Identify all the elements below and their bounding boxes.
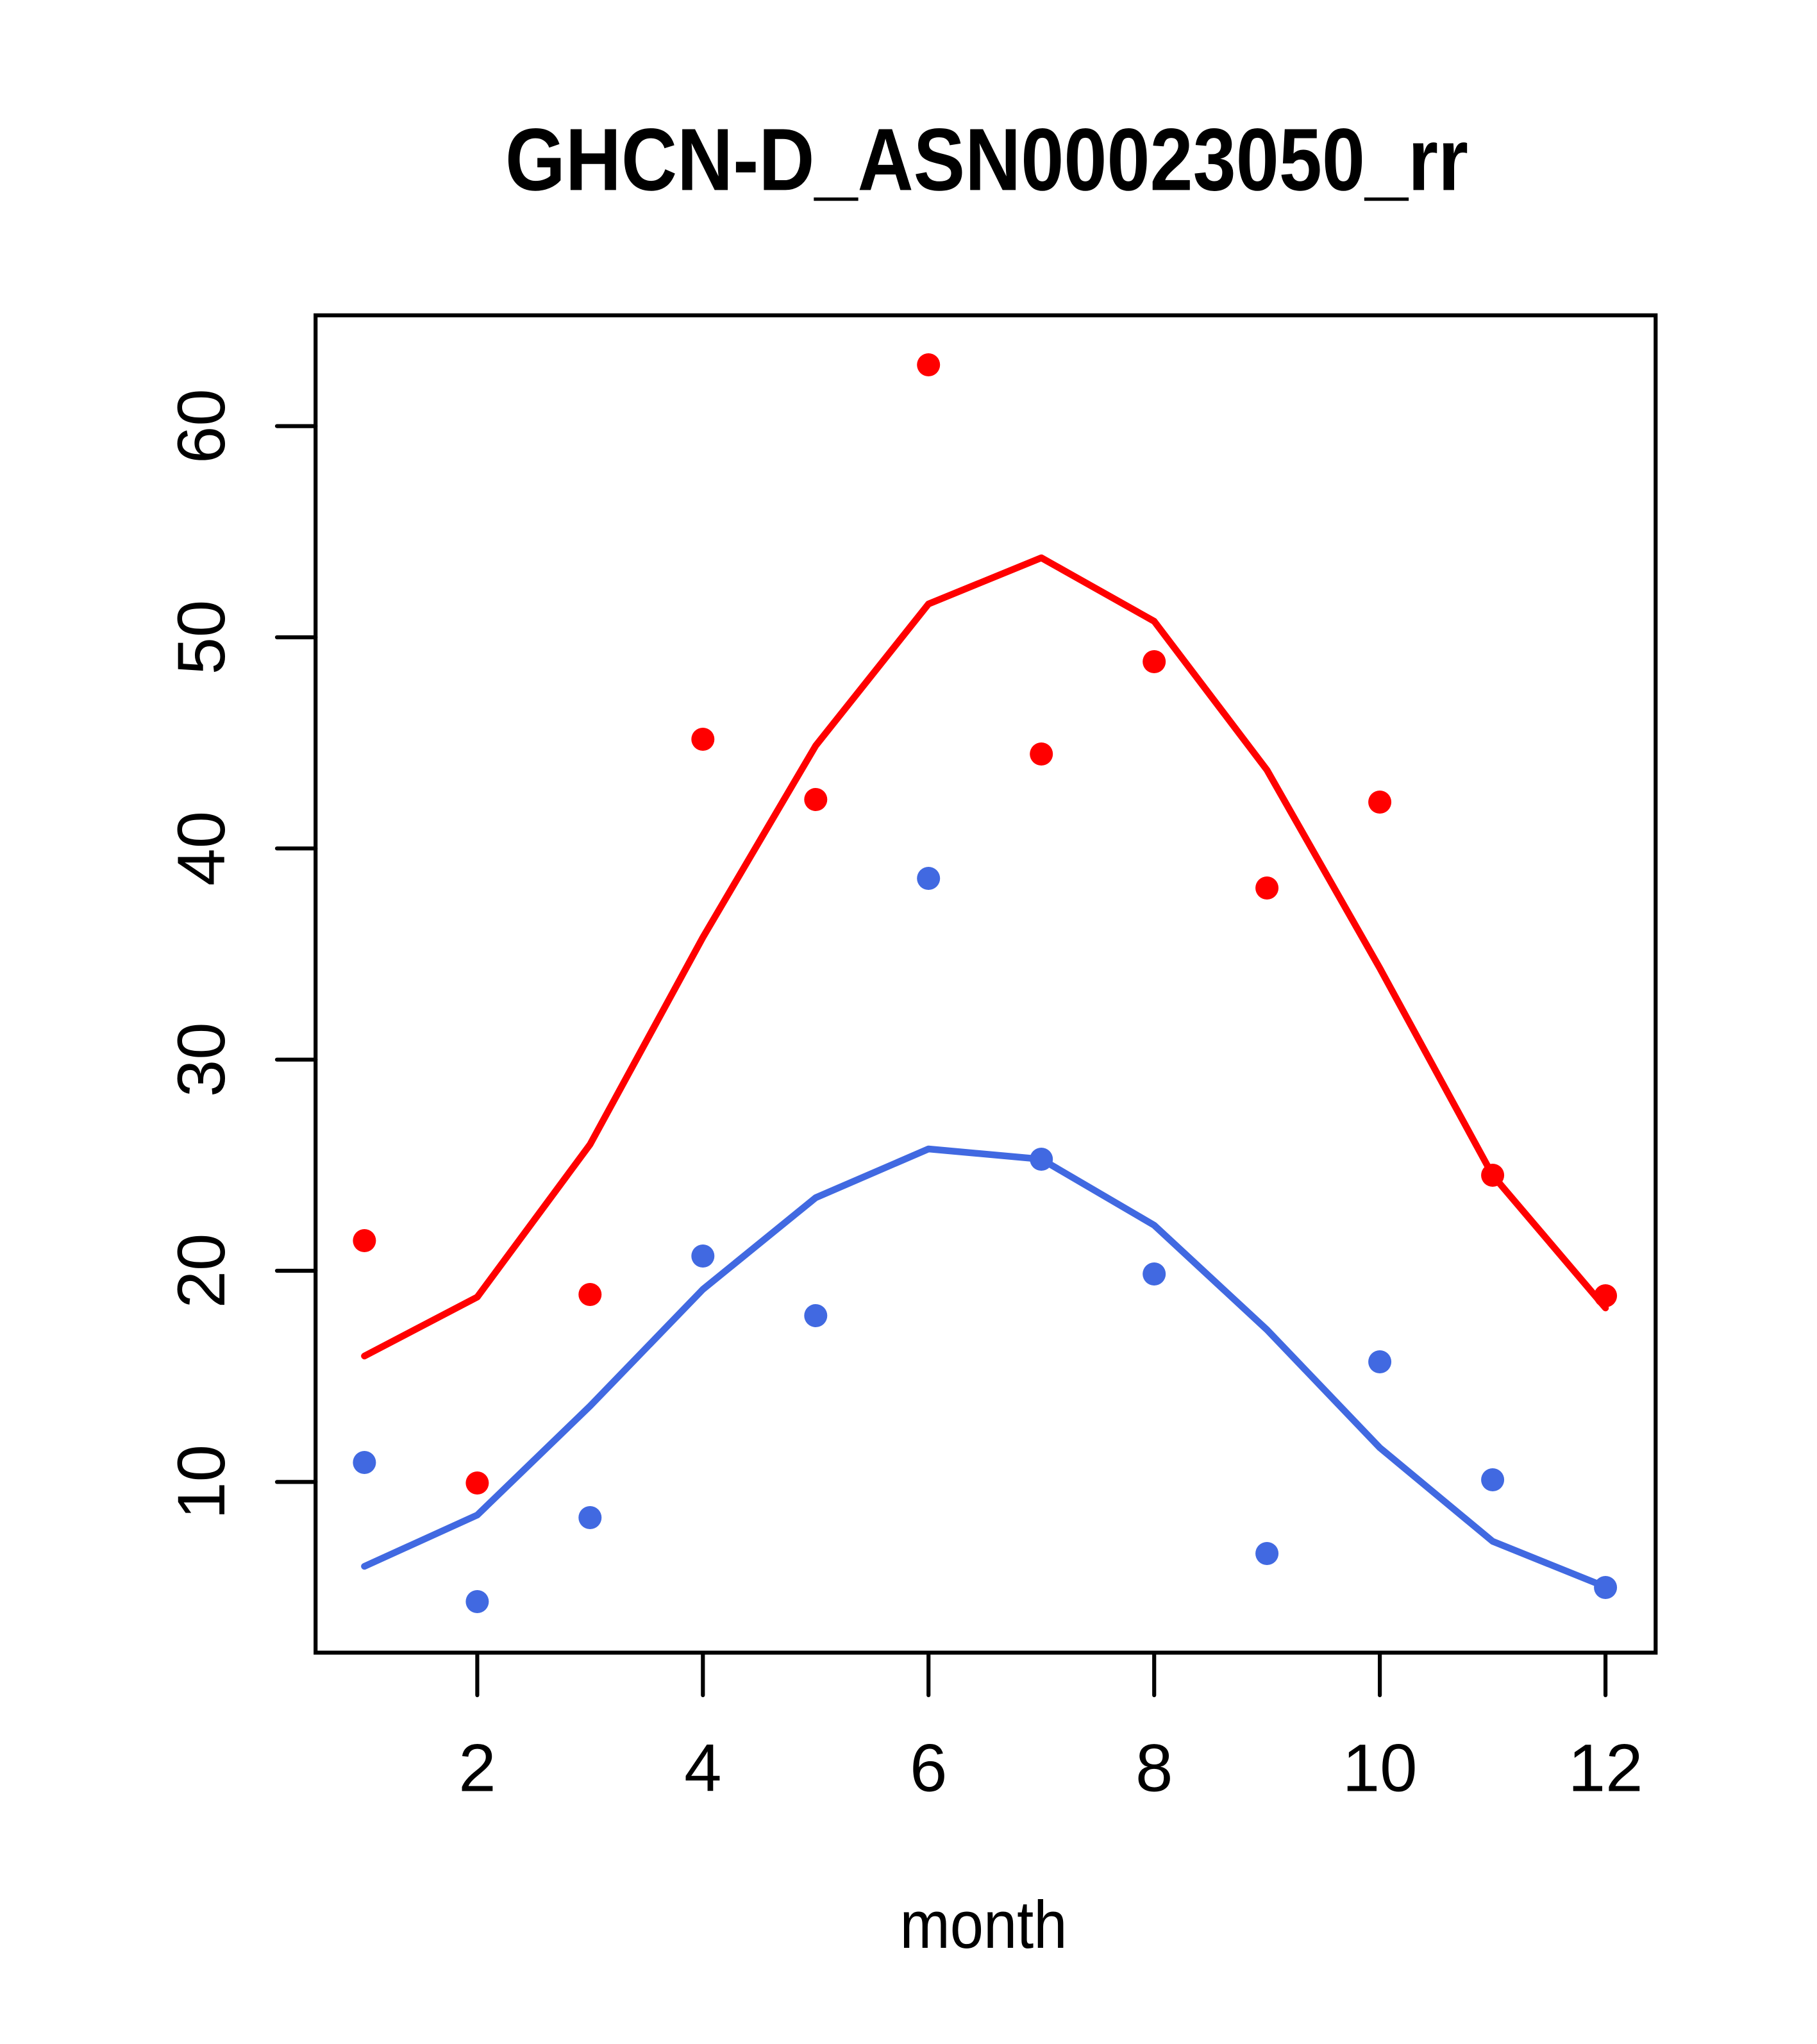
svg-text:60: 60 [164, 389, 239, 464]
svg-text:month: month [900, 1888, 1068, 1963]
svg-text:10: 10 [164, 1445, 239, 1520]
svg-text:12: 12 [1568, 1731, 1643, 1806]
svg-text:4: 4 [684, 1731, 721, 1806]
svg-text:2: 2 [458, 1731, 496, 1806]
svg-text:50: 50 [164, 600, 239, 675]
svg-text:40: 40 [164, 811, 239, 886]
svg-text:20: 20 [164, 1234, 239, 1309]
svg-text:8: 8 [1135, 1731, 1173, 1806]
svg-text:10: 10 [1343, 1731, 1418, 1806]
svg-text:6: 6 [910, 1731, 947, 1806]
svg-text:GHCN-D_ASN00023050_rr: GHCN-D_ASN00023050_rr [505, 110, 1468, 209]
svg-text:30: 30 [164, 1022, 239, 1097]
